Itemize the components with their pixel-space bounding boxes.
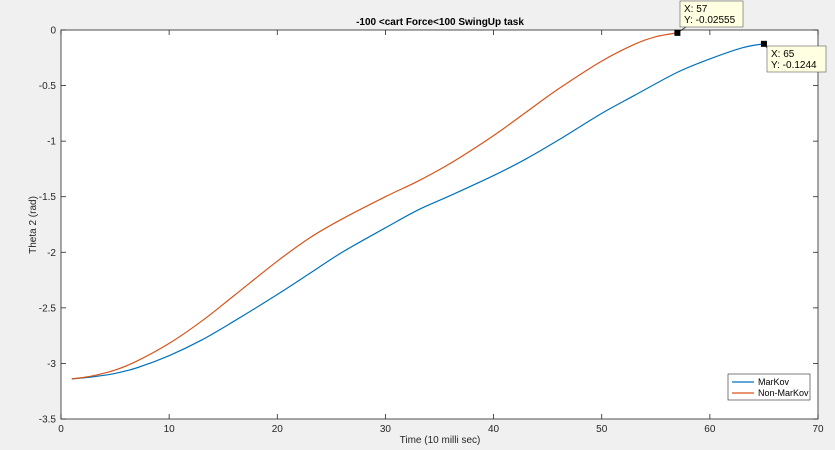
x-tick-label: 20: [272, 424, 284, 435]
series-line-markov[interactable]: [71, 43, 765, 380]
y-tick-label: -2.5: [39, 303, 57, 314]
datatip-marker: [674, 29, 681, 36]
datatip-x-text: X: 57: [684, 4, 708, 15]
chart-title: -100 <cart Force<100 SwingUp task: [356, 17, 524, 28]
legend[interactable]: MarKov Non-MarKov: [727, 373, 811, 401]
legend-box: [727, 373, 811, 401]
datatip-x-text: X: 65: [771, 49, 795, 60]
datatip-non-markov[interactable]: X: 57 Y: -0.02555: [674, 0, 744, 36]
y-tick-label: 0: [50, 26, 56, 37]
x-tick-label: 10: [164, 424, 176, 435]
x-axis-label: Time (10 milli sec): [400, 435, 481, 446]
x-tick-label: 0: [58, 424, 64, 435]
series-line-non-markov[interactable]: [71, 32, 678, 380]
datatip-y-text: Y: -0.02555: [684, 15, 736, 26]
y-tick-label: -3: [47, 359, 56, 370]
y-tick-label: -1: [47, 137, 56, 148]
datatip-markov[interactable]: X: 65 Y: -0.1244: [760, 40, 827, 73]
datatip-box: [679, 0, 744, 28]
x-tick-label: 60: [704, 424, 716, 435]
y-tick-label: -0.5: [39, 81, 57, 92]
y-tick-label: -1.5: [39, 192, 57, 203]
plot-area: [60, 29, 819, 420]
x-tick-label: 70: [812, 424, 824, 435]
x-tick-label: 40: [488, 424, 500, 435]
x-tick-label: 50: [596, 424, 608, 435]
x-tick-label: 30: [380, 424, 392, 435]
y-axis-label: Theta 2 (rad): [28, 196, 39, 254]
legend-label-non-markov: Non-MarKov: [758, 388, 809, 398]
datatip-marker: [760, 40, 767, 47]
legend-label-markov: MarKov: [758, 377, 790, 387]
axis-ticks: 0 10 20 30 40 50 60 70 -3.5 -3 -2.5 -2 -1.5 -1 -0.5 0: [39, 26, 824, 436]
datatip-box: [766, 45, 827, 73]
datatip-y-text: Y: -0.1244: [771, 60, 817, 71]
series-layer: [71, 32, 765, 380]
y-tick-label: -3.5: [39, 415, 57, 426]
y-tick-label: -2: [47, 248, 56, 259]
